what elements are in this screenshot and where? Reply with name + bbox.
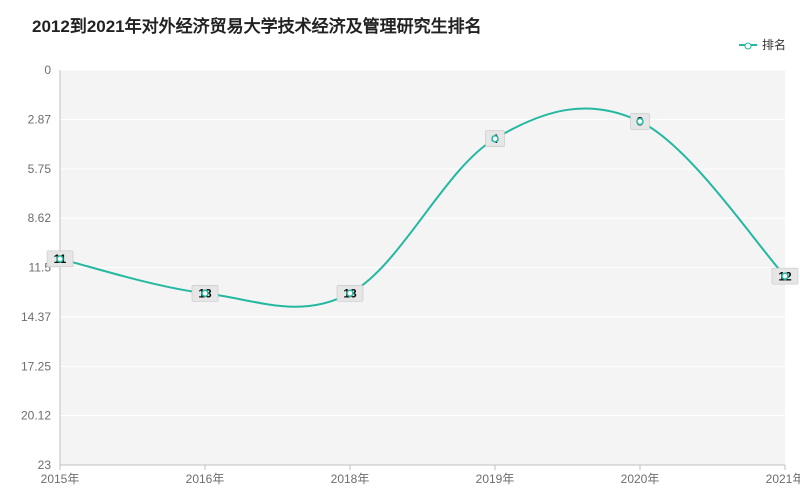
legend-label: 排名 [762,36,786,53]
y-tick-label: 2.87 [28,112,52,126]
x-tick-label: 2018年 [331,472,370,486]
y-tick-label: 0 [44,63,51,77]
data-point [57,256,63,262]
x-tick-label: 2016年 [186,472,225,486]
x-tick-label: 2020年 [621,472,660,486]
x-tick-label: 2019年 [476,472,515,486]
y-tick-label: 17.25 [21,359,51,373]
data-point [347,290,353,296]
legend-swatch [739,44,757,46]
y-tick-label: 5.75 [28,162,52,176]
y-tick-label: 20.12 [21,409,51,423]
x-tick-label: 2015年 [41,472,80,486]
x-tick-label: 2021年 [766,472,800,486]
legend: 排名 [739,36,786,53]
data-point [492,136,498,142]
chart-container: 2012到2021年对外经济贸易大学技术经济及管理研究生排名 排名 02.875… [0,0,800,500]
y-tick-label: 14.37 [21,310,51,324]
data-point [637,119,643,125]
y-tick-label: 23 [38,458,52,472]
data-point [202,290,208,296]
chart-svg: 02.875.758.6211.514.3717.2520.12232015年2… [0,0,800,500]
chart-title: 2012到2021年对外经济贸易大学技术经济及管理研究生排名 [32,12,482,37]
y-tick-label: 8.62 [28,211,52,225]
data-point [782,273,788,279]
